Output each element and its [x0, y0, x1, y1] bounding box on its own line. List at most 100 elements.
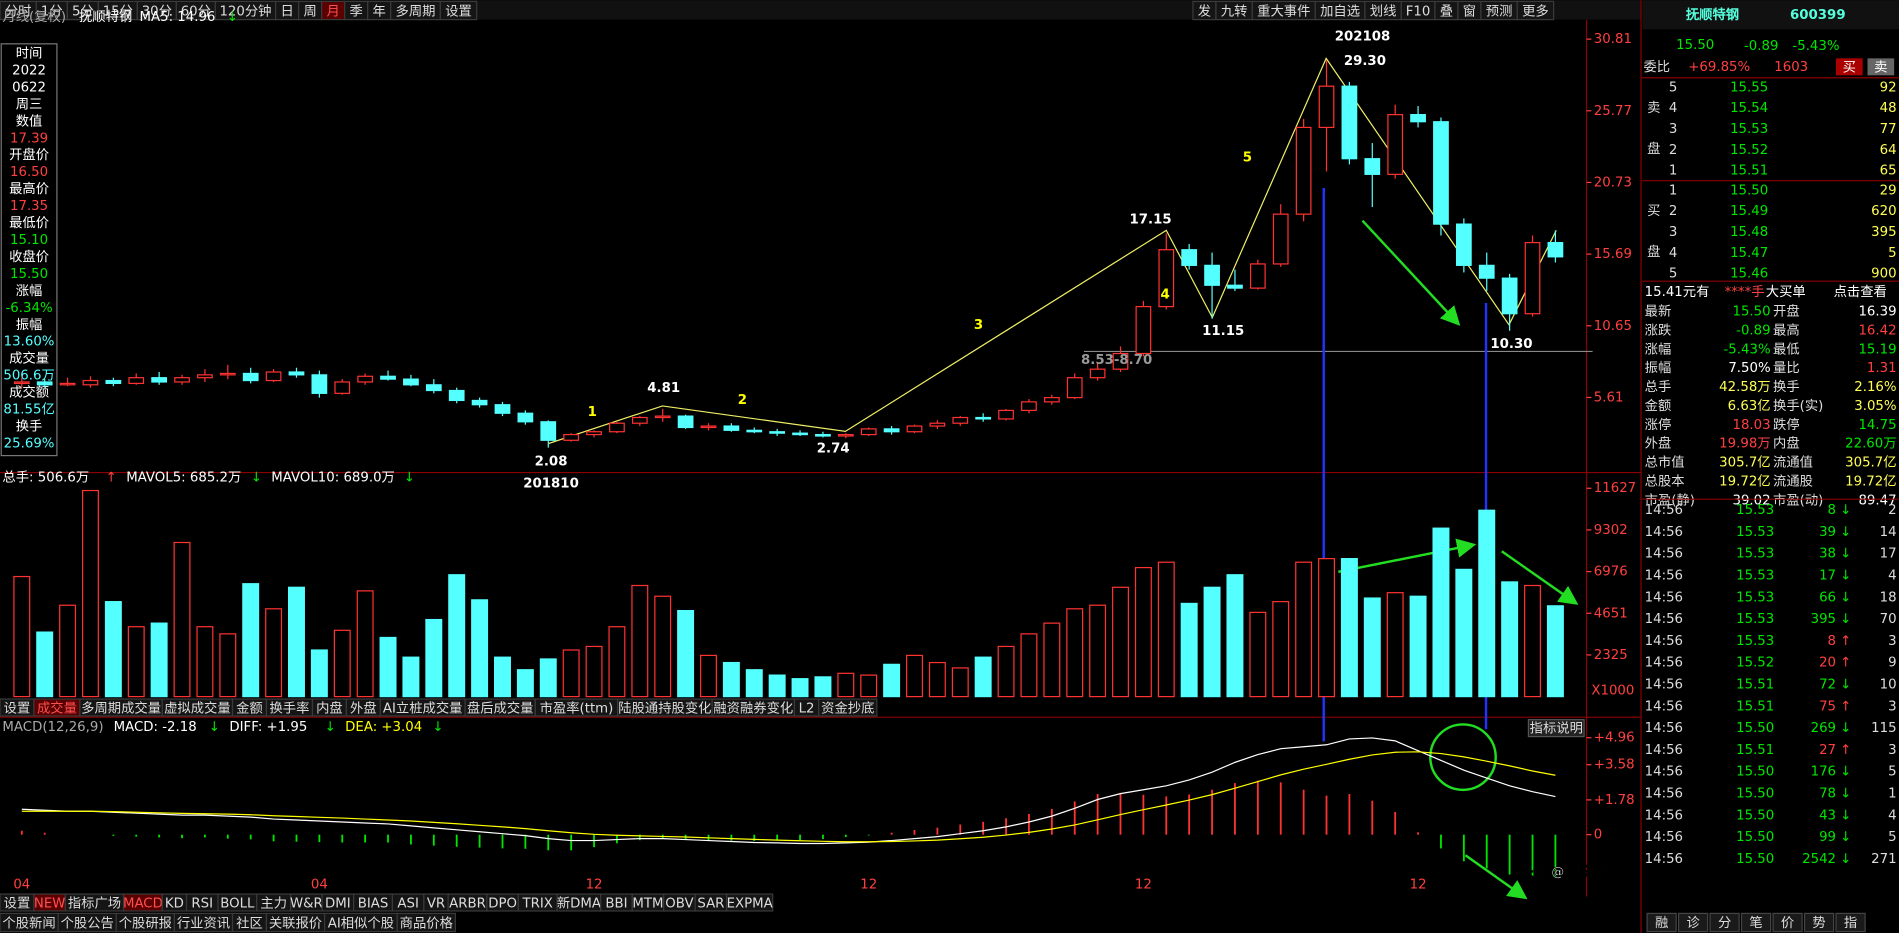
annotation: 201810 — [523, 476, 579, 491]
stat-value: -0.89 — [1736, 323, 1770, 338]
candle-body — [59, 382, 76, 386]
candle-body — [1272, 213, 1289, 265]
status-tab-bg[interactable] — [396, 912, 456, 933]
indicator-tab: DPO — [488, 897, 517, 912]
trade-price: 15.53 — [1736, 568, 1774, 583]
book-label: 盘 — [1647, 243, 1660, 260]
wb-value: +69.85% — [1688, 60, 1750, 75]
trade-direction: ↑ — [1840, 656, 1851, 671]
volume-bar — [310, 649, 328, 698]
volume-bar — [265, 608, 283, 698]
volume-bar — [951, 667, 969, 698]
candle-body — [1410, 114, 1426, 123]
x-tick-label: 12 — [860, 877, 877, 892]
volume-bar — [1318, 558, 1335, 698]
button-bg[interactable] — [1527, 719, 1585, 738]
candle-body — [1204, 264, 1220, 286]
trade-direction: ↓ — [1840, 677, 1851, 692]
volume-bar — [104, 601, 122, 698]
chart-header: 抚顺特钢 — [79, 9, 132, 25]
x-tick-label: 12 — [1135, 877, 1152, 892]
x-tick-label: 12 — [586, 877, 603, 892]
side-icon-bg[interactable] — [1803, 912, 1835, 933]
trade-direction: ↓ — [1840, 568, 1851, 583]
trade-volume: 8 — [1828, 634, 1836, 649]
info-item: 506.6万 — [3, 369, 54, 384]
stat-label: 市盈(动) — [1773, 491, 1823, 508]
info-item: 振幅 — [16, 317, 43, 333]
indicator-tab: MTM — [632, 897, 663, 912]
candle-body — [837, 433, 854, 437]
info-item: 开盘价 — [9, 146, 49, 163]
trade-price: 15.52 — [1736, 656, 1774, 671]
trade-time: 14:56 — [1645, 721, 1683, 736]
candle-body — [929, 422, 946, 427]
trade-volume: 17 — [1819, 568, 1836, 583]
toolbar-tab-bg[interactable] — [1516, 0, 1555, 21]
candle-body — [1547, 241, 1564, 258]
stat-value: 19.72亿 — [1719, 474, 1770, 490]
volume-bar — [516, 669, 534, 698]
buy-button[interactable] — [1836, 58, 1863, 76]
sell-button[interactable] — [1867, 58, 1895, 76]
trade-volume: 66 — [1819, 590, 1836, 605]
book-price: 15.54 — [1730, 101, 1768, 116]
trade-count: 3 — [1888, 743, 1896, 758]
y-tick-label: 25.77 — [1594, 104, 1632, 119]
side-icon-bg[interactable] — [1772, 912, 1803, 933]
trade-volume: 72 — [1819, 677, 1836, 692]
candle-body — [265, 371, 282, 382]
trade-count: 10 — [1880, 677, 1897, 692]
toolbar-tab-bg[interactable] — [439, 0, 478, 21]
volume-bar — [997, 645, 1015, 698]
indicator-tab: EXPMA — [727, 897, 773, 912]
annotation: 3 — [974, 318, 983, 333]
volume-bar — [906, 654, 923, 698]
side-icon-bg[interactable] — [1740, 912, 1772, 933]
volume-tab-bg[interactable] — [818, 698, 878, 717]
indicator-tab: 设置 — [4, 896, 31, 912]
side-icon-bg[interactable] — [1646, 912, 1677, 933]
side-icon: 势 — [1812, 915, 1825, 931]
book-price: 15.51 — [1730, 164, 1768, 179]
annotation: 202108 — [1335, 30, 1391, 45]
trade-time: 14:56 — [1645, 786, 1683, 801]
indicator-tab: 指标广场 — [68, 896, 121, 912]
book-volume: 900 — [1871, 267, 1896, 282]
trade-volume: 27 — [1819, 743, 1836, 758]
candle-body — [1181, 249, 1198, 266]
side-icon-bg[interactable] — [1835, 912, 1866, 933]
candle-body — [13, 381, 30, 384]
indicator-tab: RSI — [191, 897, 213, 912]
y-tick-label: +1.78 — [1594, 793, 1635, 808]
trade-volume: 395 — [1811, 612, 1836, 627]
stat-value: 7.50% — [1728, 361, 1770, 376]
info-item: 81.55亿 — [3, 402, 54, 418]
indicator-tab-bg[interactable] — [726, 893, 774, 912]
indicator-tab: BBI — [605, 897, 627, 912]
info-item: 成交额 — [9, 384, 49, 401]
book-price: 15.46 — [1730, 267, 1768, 282]
candle-body — [1478, 264, 1495, 279]
annotation: 17.15 — [1129, 212, 1171, 227]
y-tick-label: 20.73 — [1594, 175, 1632, 190]
side-icon: 融 — [1655, 915, 1668, 931]
side-icon-bg[interactable] — [1677, 912, 1709, 933]
volume-bar — [700, 654, 717, 698]
volume-bar — [425, 618, 443, 698]
side-icon-bg[interactable] — [1709, 912, 1740, 933]
candle-body — [975, 416, 992, 420]
trade-direction: ↓ — [1840, 612, 1851, 627]
stock-name: 抚顺特钢 — [1686, 6, 1739, 23]
trade-time: 14:56 — [1645, 765, 1683, 780]
candle-body — [1524, 241, 1541, 315]
trade-count: 3 — [1888, 699, 1896, 714]
chart-header: MACD: -2.18 — [114, 720, 197, 735]
y-tick-label: +3.58 — [1594, 758, 1635, 773]
trade-direction: ↑ — [1840, 699, 1851, 714]
trade-price: 15.51 — [1736, 677, 1774, 692]
unit-label: X1000 — [1591, 684, 1634, 699]
volume-bar — [471, 599, 489, 698]
stat-value: 19.98万 — [1719, 437, 1770, 452]
trade-time: 14:56 — [1645, 852, 1683, 867]
